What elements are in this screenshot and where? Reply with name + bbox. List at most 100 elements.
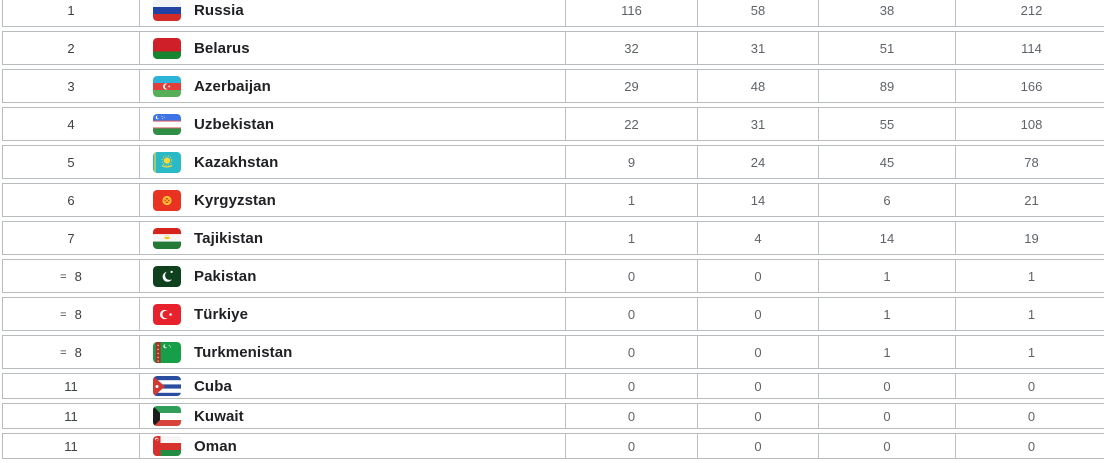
rank-value: 2 <box>67 40 75 56</box>
rank-value: 11 <box>64 438 78 454</box>
silver-cell: 4 <box>697 222 818 254</box>
gold-cell: 0 <box>565 374 697 398</box>
rank-value: 11 <box>64 408 78 424</box>
silver-count: 48 <box>750 78 766 94</box>
flag-uzbekistan-icon <box>153 113 181 135</box>
country-cell: Kazakhstan <box>139 146 565 178</box>
rank-value: 5 <box>67 154 75 170</box>
country-cell: Oman <box>139 434 565 458</box>
total-count: 0 <box>1027 378 1036 394</box>
table-row: = 8 Türkiye 0 0 1 1 <box>2 297 1104 331</box>
total-cell: 166 <box>955 70 1104 102</box>
silver-cell: 14 <box>697 184 818 216</box>
silver-count: 0 <box>754 344 762 360</box>
silver-cell: 31 <box>697 108 818 140</box>
total-cell: 1 <box>955 260 1104 292</box>
total-count: 108 <box>1020 116 1043 132</box>
rank-cell: 1 <box>3 0 139 26</box>
flag-kazakhstan-icon <box>153 151 181 173</box>
bronze-cell: 0 <box>818 434 955 458</box>
bronze-count: 51 <box>879 40 895 56</box>
tied-rank-equals-sign: = <box>60 270 67 283</box>
total-cell: 78 <box>955 146 1104 178</box>
bronze-cell: 1 <box>818 260 955 292</box>
country-cell: Tajikistan <box>139 222 565 254</box>
flag-kuwait-icon <box>153 406 181 426</box>
flag-belarus-icon <box>153 37 181 59</box>
total-cell: 0 <box>955 404 1104 428</box>
country-name: Azerbaijan <box>194 77 271 95</box>
flag-cuba-icon <box>153 376 181 396</box>
silver-cell: 0 <box>697 374 818 398</box>
gold-cell: 22 <box>565 108 697 140</box>
country-cell: Türkiye <box>139 298 565 330</box>
bronze-cell: 1 <box>818 298 955 330</box>
total-cell: 114 <box>955 32 1104 64</box>
silver-count: 24 <box>750 154 766 170</box>
bronze-count: 1 <box>883 268 891 284</box>
country-cell: Azerbaijan <box>139 70 565 102</box>
table-row: 11 Kuwait 0 0 0 0 <box>2 403 1104 429</box>
total-cell: 19 <box>955 222 1104 254</box>
gold-cell: 29 <box>565 70 697 102</box>
gold-count: 116 <box>621 2 642 18</box>
silver-count: 58 <box>750 2 766 18</box>
bronze-cell: 45 <box>818 146 955 178</box>
rank-value: 8 <box>74 306 82 322</box>
gold-count: 0 <box>627 408 636 424</box>
table-row: 2 Belarus 32 31 51 114 <box>2 31 1104 65</box>
rank-cell: 4 <box>3 108 139 140</box>
bronze-cell: 0 <box>818 374 955 398</box>
silver-count: 0 <box>754 408 762 424</box>
bronze-cell: 51 <box>818 32 955 64</box>
silver-cell: 31 <box>697 32 818 64</box>
bronze-count: 89 <box>879 78 895 94</box>
rank-cell: 2 <box>3 32 139 64</box>
country-cell: Kyrgyzstan <box>139 184 565 216</box>
bronze-count: 0 <box>883 438 891 454</box>
country-name: Russia <box>194 1 244 19</box>
silver-count: 4 <box>754 230 762 246</box>
country-name: Belarus <box>194 39 250 57</box>
total-count: 114 <box>1021 40 1042 56</box>
total-count: 0 <box>1027 408 1036 424</box>
country-cell: Cuba <box>139 374 565 398</box>
silver-cell: 0 <box>697 434 818 458</box>
bronze-cell: 89 <box>818 70 955 102</box>
silver-count: 0 <box>754 306 762 322</box>
rank-value: 11 <box>64 378 78 394</box>
gold-cell: 0 <box>565 298 697 330</box>
bronze-count: 0 <box>883 408 891 424</box>
bronze-count: 1 <box>883 306 891 322</box>
country-cell: Belarus <box>139 32 565 64</box>
rank-value: 1 <box>67 2 75 18</box>
rank-cell: = 8 <box>3 336 139 368</box>
rank-cell: = 8 <box>3 260 139 292</box>
flag-azerbaijan-icon <box>153 75 181 97</box>
gold-count: 0 <box>627 306 636 322</box>
flag-russia-icon <box>153 0 181 21</box>
rank-cell: 6 <box>3 184 139 216</box>
total-cell: 1 <box>955 336 1104 368</box>
table-row: 6 Kyrgyzstan 1 14 6 21 <box>2 183 1104 217</box>
total-cell: 1 <box>955 298 1104 330</box>
rank-value: 8 <box>74 344 82 360</box>
country-name: Kuwait <box>194 407 244 425</box>
silver-count: 31 <box>750 116 766 132</box>
bronze-cell: 0 <box>818 404 955 428</box>
country-cell: Kuwait <box>139 404 565 428</box>
silver-count: 31 <box>750 40 766 56</box>
silver-cell: 58 <box>697 0 818 26</box>
bronze-count: 6 <box>883 192 891 208</box>
bronze-count: 45 <box>879 154 895 170</box>
total-cell: 21 <box>955 184 1104 216</box>
table-row: 7 Tajikistan 1 4 14 19 <box>2 221 1104 255</box>
bronze-count: 14 <box>879 230 895 246</box>
flag-turkmenistan-icon <box>153 341 181 363</box>
silver-count: 0 <box>754 268 762 284</box>
silver-cell: 0 <box>697 404 818 428</box>
table-row: 4 Uzbekistan 22 31 55 108 <box>2 107 1104 141</box>
bronze-count: 1 <box>883 344 891 360</box>
country-cell: Russia <box>139 0 565 26</box>
total-count: 78 <box>1024 154 1039 170</box>
